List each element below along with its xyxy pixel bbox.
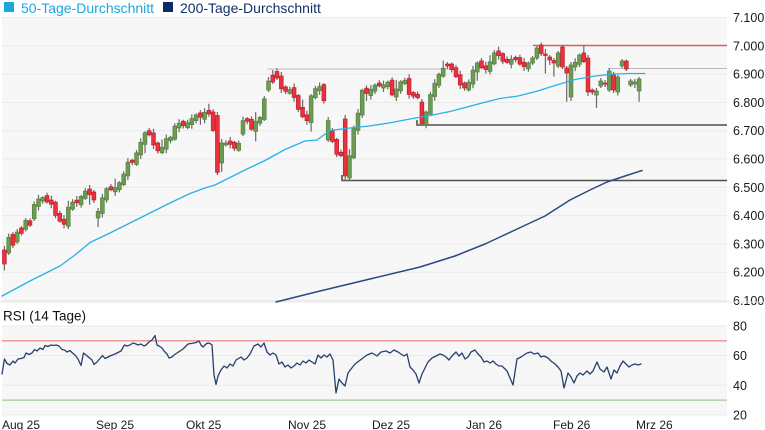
svg-text:Dez 25: Dez 25 bbox=[372, 418, 410, 430]
svg-text:6.100: 6.100 bbox=[733, 294, 764, 308]
svg-text:60: 60 bbox=[733, 349, 747, 363]
svg-text:6.600: 6.600 bbox=[733, 153, 764, 167]
svg-text:Sep 25: Sep 25 bbox=[96, 418, 134, 430]
svg-text:6.500: 6.500 bbox=[733, 181, 764, 195]
svg-text:6.400: 6.400 bbox=[733, 209, 764, 223]
svg-text:RSI (14 Tage): RSI (14 Tage) bbox=[3, 309, 86, 324]
svg-text:Okt 25: Okt 25 bbox=[186, 418, 222, 430]
svg-text:7.100: 7.100 bbox=[733, 11, 764, 25]
svg-text:6.900: 6.900 bbox=[733, 68, 764, 82]
svg-text:6.200: 6.200 bbox=[733, 266, 764, 280]
svg-text:20: 20 bbox=[733, 408, 747, 422]
svg-text:Mrz 26: Mrz 26 bbox=[636, 418, 673, 430]
svg-text:6.800: 6.800 bbox=[733, 96, 764, 110]
svg-text:7.000: 7.000 bbox=[733, 39, 764, 53]
svg-text:6.700: 6.700 bbox=[733, 124, 764, 138]
svg-text:Aug 25: Aug 25 bbox=[2, 418, 40, 430]
svg-text:200-Tage-Durchschnitt: 200-Tage-Durchschnitt bbox=[180, 0, 321, 16]
svg-text:Jan 26: Jan 26 bbox=[466, 418, 502, 430]
svg-text:40: 40 bbox=[733, 379, 747, 393]
svg-text:Nov 25: Nov 25 bbox=[288, 418, 326, 430]
svg-text:50-Tage-Durchschnitt: 50-Tage-Durchschnitt bbox=[21, 0, 154, 16]
svg-text:Feb 26: Feb 26 bbox=[553, 418, 591, 430]
svg-text:6.300: 6.300 bbox=[733, 237, 764, 251]
svg-text:80: 80 bbox=[733, 320, 747, 334]
